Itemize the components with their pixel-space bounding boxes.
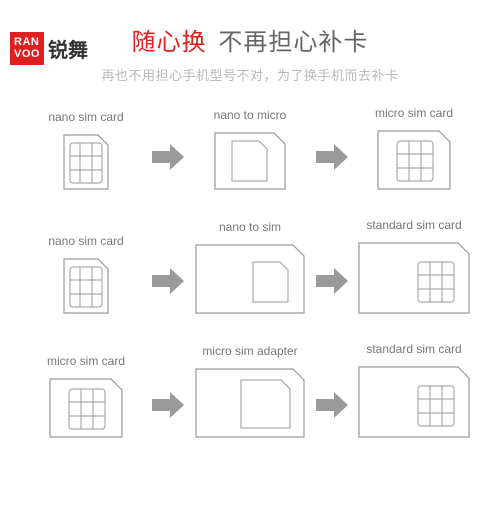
sim-label: micro sim card xyxy=(375,106,453,120)
micro-sim-icon xyxy=(49,378,123,438)
headline-accent: 随心换 xyxy=(132,29,207,56)
arrow-icon xyxy=(316,268,348,314)
brand-cn: 锐舞 xyxy=(48,34,88,63)
sim-cell: standard sim card xyxy=(354,342,474,438)
brand-logo-mark: RAN VOO xyxy=(10,32,44,65)
arrow-icon xyxy=(152,392,184,438)
nano-to-sim-icon xyxy=(195,244,305,314)
standard-sim-icon xyxy=(358,242,470,314)
headline-rest: 不再担心补卡 xyxy=(218,29,368,56)
arrow-icon xyxy=(316,144,348,190)
brand-en-1: RAN xyxy=(14,37,40,49)
sim-cell: standard sim card xyxy=(354,218,474,314)
sim-cell: nano sim card xyxy=(26,234,146,314)
sim-label: nano sim card xyxy=(48,234,123,248)
brand-en-2: VOO xyxy=(14,49,40,61)
sim-cell: nano sim card xyxy=(26,110,146,190)
sim-label: micro sim card xyxy=(47,354,125,368)
sim-row: nano sim card nano to micro micro sim ca… xyxy=(26,106,474,190)
micro-sim-adapter-icon xyxy=(195,368,305,438)
sim-label: nano to sim xyxy=(219,220,281,234)
nano-sim-icon xyxy=(63,258,109,314)
standard-sim-icon xyxy=(358,366,470,438)
sim-row: micro sim card micro sim adapter standar… xyxy=(26,342,474,438)
subline: 再也不用担心手机型号不对，为了换手机而去补卡 xyxy=(0,65,500,84)
arrow-icon xyxy=(316,392,348,438)
brand-logo: RAN VOO 锐舞 xyxy=(10,32,88,65)
nano-sim-icon xyxy=(63,134,109,190)
sim-cell: micro sim card xyxy=(26,354,146,438)
sim-cell: micro sim adapter xyxy=(190,344,310,438)
arrow-icon xyxy=(152,268,184,314)
sim-grid: nano sim card nano to micro micro sim ca… xyxy=(26,106,474,438)
nano-to-micro-icon xyxy=(214,132,286,190)
micro-sim-icon xyxy=(377,130,451,190)
sim-cell: nano to micro xyxy=(190,108,310,190)
sim-label: standard sim card xyxy=(366,342,461,356)
sim-label: micro sim adapter xyxy=(202,344,297,358)
sim-cell: nano to sim xyxy=(190,220,310,314)
arrow-icon xyxy=(152,144,184,190)
sim-label: nano sim card xyxy=(48,110,123,124)
sim-cell: micro sim card xyxy=(354,106,474,190)
sim-label: standard sim card xyxy=(366,218,461,232)
sim-row: nano sim card nano to sim standard sim c… xyxy=(26,218,474,314)
sim-label: nano to micro xyxy=(214,108,287,122)
